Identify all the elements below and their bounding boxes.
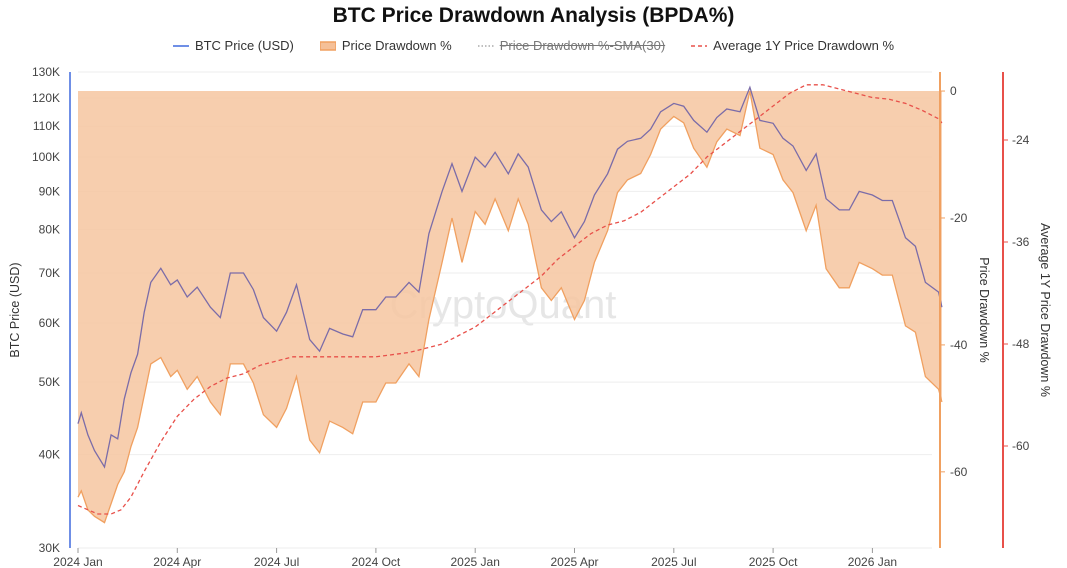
legend: BTC Price (USD) Price Drawdown % Price D… (0, 38, 1067, 53)
avg-drawdown-tick-label-0: -24 (1012, 133, 1030, 147)
price-tick-label-9: 120K (32, 91, 60, 105)
btc-price-series-line (77, 85, 943, 469)
legend-line-swatch-icon (172, 44, 189, 47)
drawdown-tick-label-2: -40 (950, 338, 968, 352)
drawdown-series-line (77, 90, 943, 524)
price-tick-label-0: 30K (39, 541, 60, 555)
avg-drawdown-tick-label-1: -36 (1012, 235, 1030, 249)
avg-drawdown-axis-title: Average 1Y Price Drawdown % (1038, 223, 1052, 397)
price-axis-title: BTC Price (USD) (8, 262, 22, 357)
avg-drawdown-series-line (77, 84, 943, 515)
x-tick-label-5: 2025 Apr (550, 555, 598, 568)
price-tick-label-7: 100K (32, 150, 60, 164)
tick-labels-group: 30K 40K 50K 60K 70K 80K 90K 100K 110K 120K 130K 0 -2… (8, 65, 1052, 568)
legend-item-btc-price[interactable]: BTC Price (USD) (172, 38, 294, 53)
legend-label-avg-drawdown: Average 1Y Price Drawdown % (713, 38, 895, 53)
price-tick-label-1: 40K (39, 448, 60, 462)
price-tick-label-8: 110K (33, 119, 60, 133)
chart-title: BTC Price Drawdown Analysis (BPDA%) (332, 4, 735, 27)
legend-dashed-swatch-icon (691, 44, 708, 47)
drawdown-axis-title: Price Drawdown % (977, 257, 991, 363)
legend-label-price-drawdown: Price Drawdown % (341, 38, 452, 53)
drawdown-tick-label-1: -20 (950, 211, 968, 225)
drawdown-tick-label-3: -60 (950, 465, 968, 479)
x-tick-label-4: 2025 Jan (451, 555, 500, 568)
legend-item-price-drawdown[interactable]: Price Drawdown % (319, 38, 452, 53)
legend-dotted-swatch-icon (477, 44, 494, 47)
legend-item-avg-drawdown[interactable]: Average 1Y Price Drawdown % (691, 38, 894, 53)
x-tick-label-0: 2024 Jan (53, 555, 102, 568)
x-tick-label-6: 2025 Jul (651, 555, 696, 568)
x-tick-label-7: 2025 Oct (749, 555, 798, 568)
avg-drawdown-tick-label-3: -60 (1012, 439, 1030, 453)
legend-label-btc-price: BTC Price (USD) (194, 38, 294, 53)
x-tick-label-1: 2024 Apr (153, 555, 201, 568)
series-lines-group (77, 84, 943, 524)
x-tick-label-3: 2024 Oct (352, 555, 401, 568)
legend-item-drawdown-sma[interactable]: Price Drawdown %-SMA(30) (477, 38, 666, 53)
price-tick-label-4: 70K (39, 266, 60, 280)
drawdown-area-group (78, 91, 942, 523)
legend-area-swatch-icon (319, 40, 336, 51)
price-tick-label-10: 130K (32, 65, 60, 79)
price-tick-label-2: 50K (39, 375, 60, 389)
axes-group (69, 72, 1008, 553)
price-tick-label-3: 60K (39, 316, 60, 330)
legend-label-drawdown-sma: Price Drawdown %-SMA(30) (499, 38, 666, 53)
x-tick-label-8: 2026 Jan (848, 555, 897, 568)
drawdown-tick-label-0: 0 (950, 84, 957, 98)
x-tick-label-2: 2024 Jul (254, 555, 299, 568)
price-tick-label-6: 90K (39, 184, 60, 198)
avg-drawdown-tick-label-2: -48 (1012, 337, 1030, 351)
drawdown-area-fill (78, 91, 942, 523)
price-tick-label-5: 80K (39, 223, 60, 237)
